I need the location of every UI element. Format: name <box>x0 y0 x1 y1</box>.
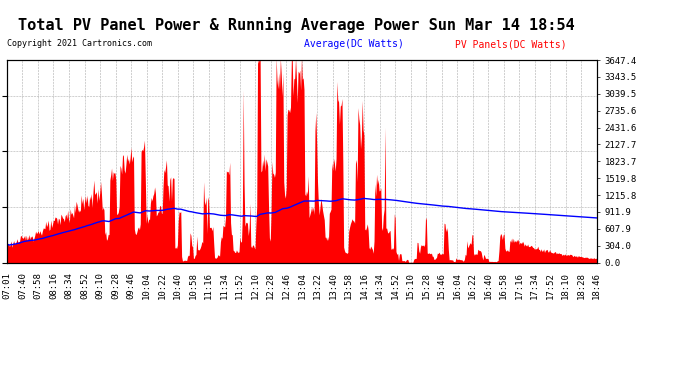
Text: Average(DC Watts): Average(DC Watts) <box>304 39 404 50</box>
Text: PV Panels(DC Watts): PV Panels(DC Watts) <box>455 39 567 50</box>
Text: Total PV Panel Power & Running Average Power Sun Mar 14 18:54: Total PV Panel Power & Running Average P… <box>19 17 575 33</box>
Text: Copyright 2021 Cartronics.com: Copyright 2021 Cartronics.com <box>7 39 152 48</box>
